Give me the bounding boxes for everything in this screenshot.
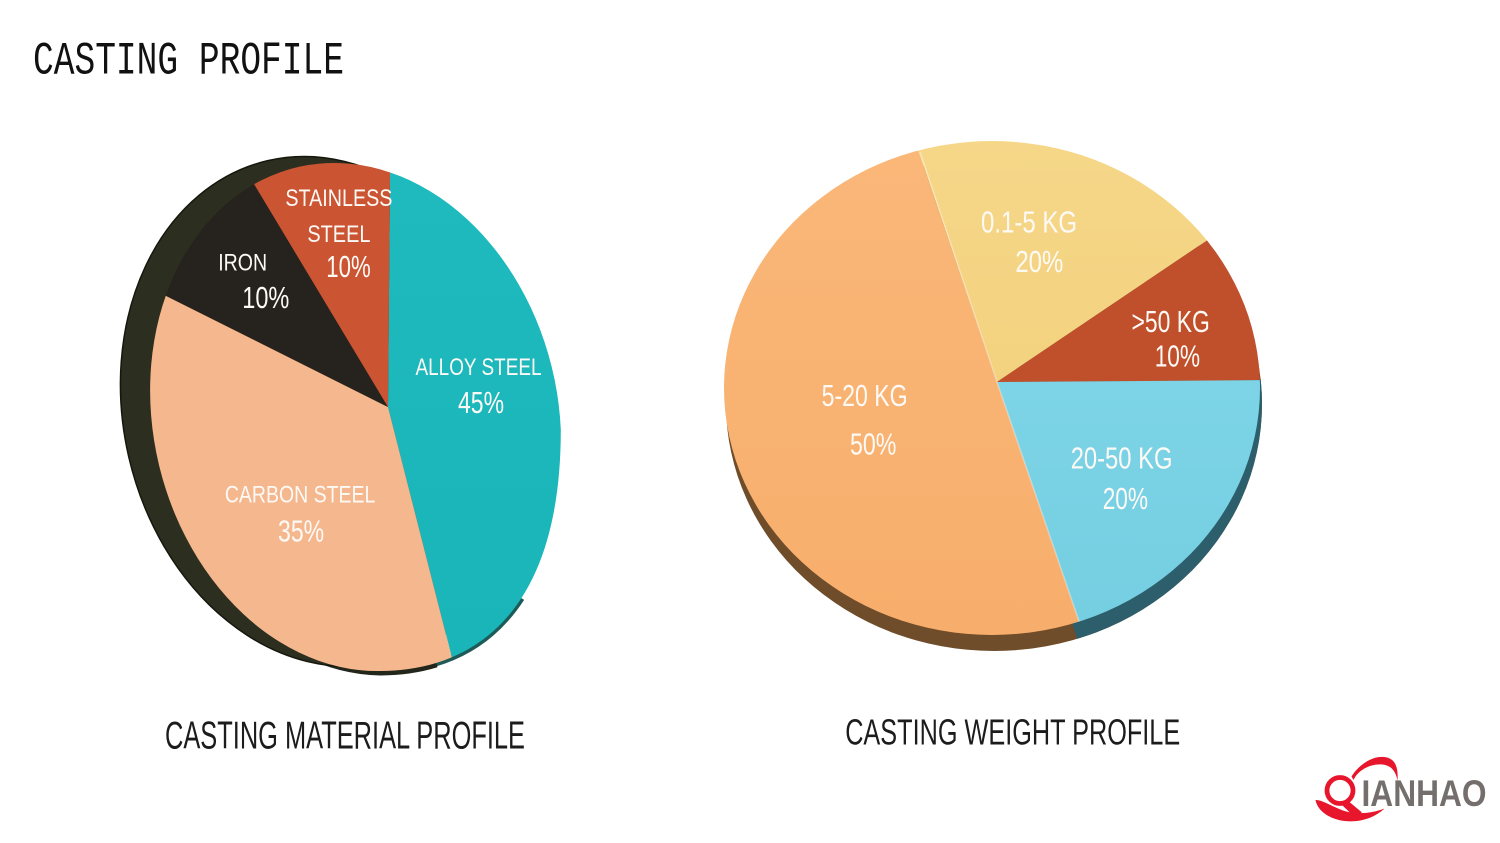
svg-text:45%: 45% [458, 386, 504, 420]
svg-text:20%: 20% [1015, 245, 1063, 279]
svg-text:STAINLESS: STAINLESS [285, 185, 392, 212]
svg-text:CASTING PROFILE: CASTING PROFILE [33, 35, 344, 88]
svg-text:CASTING WEIGHT PROFILE: CASTING WEIGHT PROFILE [845, 712, 1180, 753]
svg-text:10%: 10% [1155, 339, 1200, 373]
svg-text:STEEL: STEEL [307, 221, 370, 248]
svg-text:0.1-5 KG: 0.1-5 KG [981, 204, 1077, 239]
svg-text:20%: 20% [1103, 482, 1148, 516]
svg-text:IANHAO: IANHAO [1362, 773, 1487, 814]
svg-text:20-50 KG: 20-50 KG [1071, 441, 1173, 476]
svg-text:50%: 50% [850, 428, 896, 462]
svg-text:CARBON STEEL: CARBON STEEL [225, 482, 376, 509]
svg-text:10%: 10% [242, 281, 289, 315]
svg-text:CASTING MATERIAL PROFILE: CASTING MATERIAL PROFILE [165, 715, 525, 758]
svg-text:ALLOY STEEL: ALLOY STEEL [416, 354, 542, 381]
svg-text:IRON: IRON [218, 250, 267, 277]
svg-text:>50 KG: >50 KG [1132, 304, 1210, 339]
svg-text:35%: 35% [278, 515, 324, 549]
svg-text:5-20 KG: 5-20 KG [822, 378, 908, 413]
svg-text:10%: 10% [326, 250, 370, 284]
